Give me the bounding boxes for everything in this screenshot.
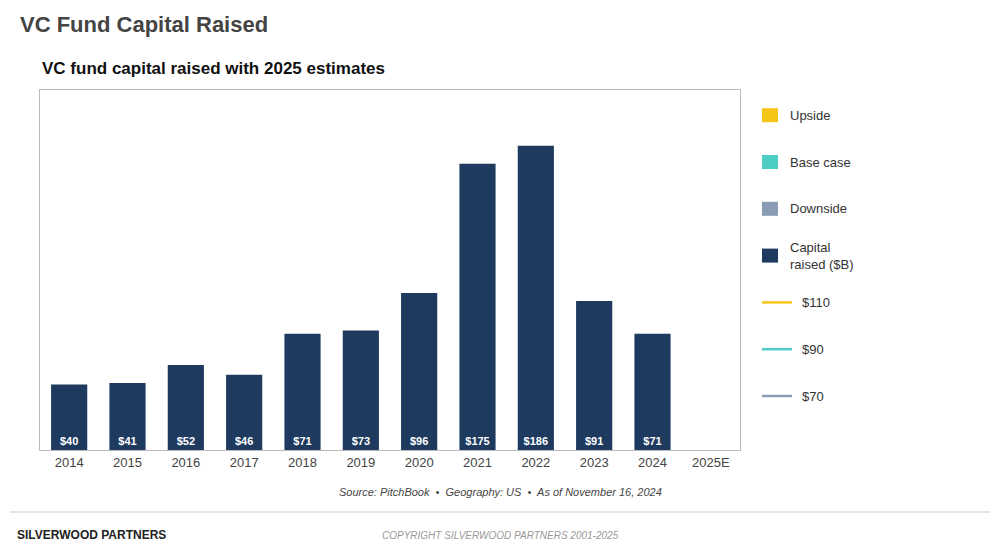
svg-text:Upside: Upside (790, 108, 830, 123)
svg-text:2019: 2019 (346, 455, 375, 470)
svg-text:$90: $90 (802, 342, 824, 357)
svg-text:2023: 2023 (580, 455, 609, 470)
svg-text:$41: $41 (118, 435, 136, 447)
svg-text:SILVERWOOD PARTNERS: SILVERWOOD PARTNERS (17, 528, 166, 542)
svg-text:$71: $71 (293, 435, 311, 447)
svg-text:$186: $186 (524, 435, 548, 447)
svg-text:2014: 2014 (55, 455, 84, 470)
svg-text:2025E: 2025E (692, 455, 730, 470)
svg-text:$46: $46 (235, 435, 253, 447)
svg-text:$96: $96 (410, 435, 428, 447)
svg-text:Source: PitchBook • Geograph: Source: PitchBook • Geography: US • As o… (339, 486, 662, 498)
svg-text:$73: $73 (352, 435, 370, 447)
svg-text:$71: $71 (643, 435, 661, 447)
svg-text:2017: 2017 (230, 455, 259, 470)
svg-text:$175: $175 (465, 435, 489, 447)
svg-text:2016: 2016 (171, 455, 200, 470)
svg-text:2024: 2024 (638, 455, 667, 470)
svg-text:Base case: Base case (790, 155, 851, 170)
svg-text:COPYRIGHT SILVERWOOD PARTNERS: COPYRIGHT SILVERWOOD PARTNERS 2001-2025 (382, 530, 619, 541)
svg-text:$52: $52 (177, 435, 195, 447)
svg-text:2015: 2015 (113, 455, 142, 470)
svg-text:Capitalraised ($B): Capitalraised ($B) (790, 240, 854, 272)
svg-text:Downside: Downside (790, 201, 847, 216)
svg-text:$70: $70 (802, 389, 824, 404)
svg-text:2021: 2021 (463, 455, 492, 470)
svg-text:$110: $110 (802, 295, 830, 310)
svg-text:$40: $40 (60, 435, 78, 447)
svg-text:2022: 2022 (521, 455, 550, 470)
svg-text:$91: $91 (585, 435, 603, 447)
svg-text:VC fund capital raised with 20: VC fund capital raised with 2025 estimat… (42, 59, 385, 78)
svg-text:2018: 2018 (288, 455, 317, 470)
svg-text:2020: 2020 (405, 455, 434, 470)
svg-text:VC Fund Capital Raised: VC Fund Capital Raised (20, 12, 268, 37)
